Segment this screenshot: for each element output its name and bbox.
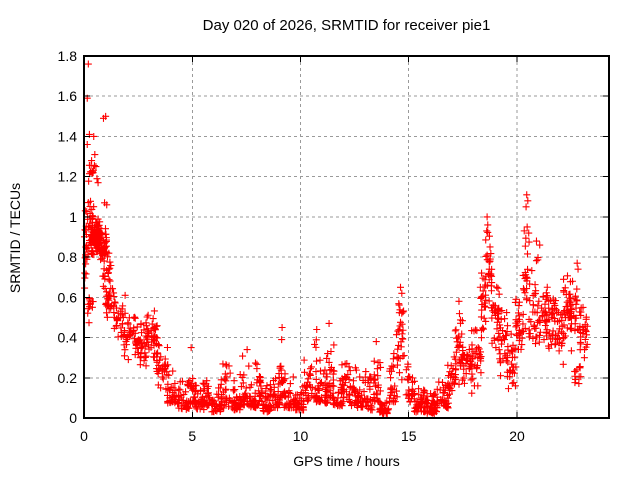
x-tick-label: 15: [401, 428, 417, 444]
y-tick-label: 1.6: [58, 88, 78, 104]
y-tick-label: 1: [69, 209, 77, 225]
y-tick-labels: 0 0.2 0.4 0.6 0.8 1 1.2 1.4 1.6 1.8: [58, 48, 78, 426]
x-tick-label: 20: [509, 428, 525, 444]
grid: [84, 56, 609, 418]
x-tick-label: 0: [80, 428, 88, 444]
y-tick-label: 0.8: [58, 249, 78, 265]
y-tick-label: 1.4: [58, 128, 78, 144]
x-tick-label: 5: [188, 428, 196, 444]
y-tick-label: 0: [69, 410, 77, 426]
x-tick-labels: 0 5 10 15 20: [80, 428, 525, 444]
y-tick-label: 1.2: [58, 169, 78, 185]
chart-title: Day 020 of 2026, SRMTID for receiver pie…: [202, 17, 491, 34]
y-tick-label: 1.8: [58, 48, 78, 64]
y-tick-label: 0.4: [58, 330, 78, 346]
y-tick-label: 0.2: [58, 370, 78, 386]
x-tick-label: 10: [293, 428, 309, 444]
scatter-points: [80, 60, 591, 418]
y-tick-label: 0.6: [58, 289, 78, 305]
plot-border: [83, 55, 610, 419]
x-axis-label: GPS time / hours: [293, 453, 400, 469]
